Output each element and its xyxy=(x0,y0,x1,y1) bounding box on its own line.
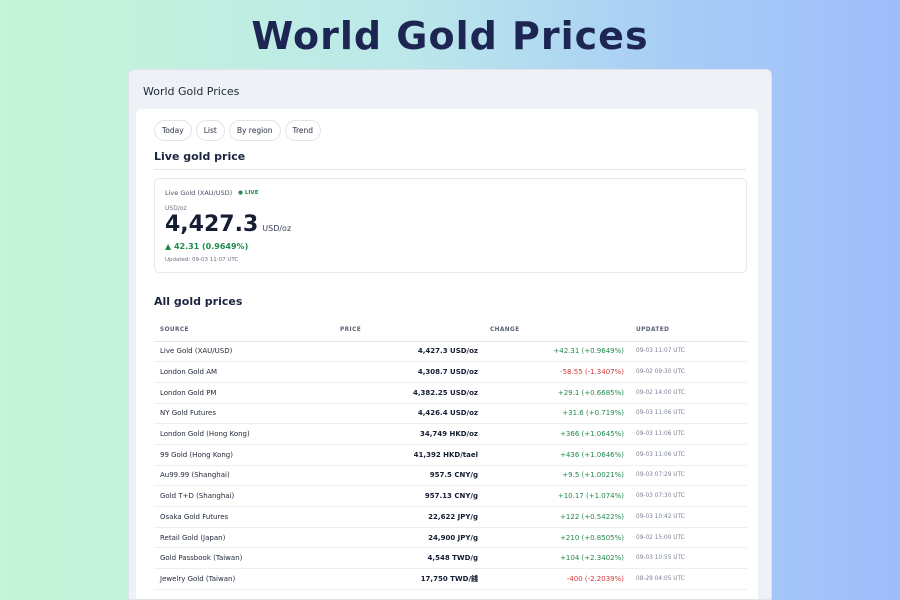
table-row[interactable]: Au99.99 (Shanghai) 957.5 CNY/g +9.5 (+1.00… xyxy=(154,465,747,487)
tab-bar: Today List By region Trend xyxy=(154,120,322,141)
live-price-unit: USD/oz xyxy=(262,224,292,233)
live-updated: Updated: 09-03 11:07 UTC xyxy=(165,257,239,263)
live-section-title: Live gold price xyxy=(154,150,246,163)
table-row[interactable]: London Gold (Hong Kong) 34,749 HKD/oz +366… xyxy=(154,423,747,445)
row-price: 24,900 JPY/g xyxy=(334,527,484,549)
live-price: 4,427.3 USD/oz xyxy=(165,212,291,237)
app-window: World Gold Prices Today List By region T… xyxy=(128,69,772,600)
prices-table: SOURCE PRICE CHANGE UPDATED Live Gold (X… xyxy=(154,320,747,590)
tab-trend[interactable]: Trend xyxy=(284,120,322,141)
row-change: +31.6 (+0.719%) xyxy=(484,403,630,425)
table-row[interactable]: Osaka Gold Futures 22,622 JPY/g +122 (+0.5… xyxy=(154,506,747,528)
live-section-divider xyxy=(154,169,746,170)
row-change: +436 (+1.0646%) xyxy=(484,444,630,466)
row-price: 22,622 JPY/g xyxy=(334,506,484,528)
table-row[interactable]: Retail Gold (Japan) 24,900 JPY/g +210 (+0.… xyxy=(154,527,747,549)
row-change: +29.1 (+0.6685%) xyxy=(484,382,630,404)
column-header-price[interactable]: PRICE xyxy=(334,320,484,342)
row-change: +122 (+0.5422%) xyxy=(484,506,630,528)
row-price: 957.5 CNY/g xyxy=(334,465,484,487)
table-row[interactable]: NY Gold Futures 4,426.4 USD/oz +31.6 (+0.7… xyxy=(154,403,747,425)
row-updated: 09-03 10:42 UTC xyxy=(630,506,747,528)
row-source: Au99.99 (Shanghai) xyxy=(154,465,334,487)
tab-today[interactable]: Today xyxy=(154,120,192,141)
main-panel: Today List By region Trend Live gold pri… xyxy=(136,109,758,599)
row-change: +42.31 (+0.9649%) xyxy=(484,341,630,363)
row-source: 99 Gold (Hong Kong) xyxy=(154,444,334,466)
table-row[interactable]: 99 Gold (Hong Kong) 41,392 HKD/tael +436 (… xyxy=(154,444,747,466)
row-updated: 08-29 04:05 UTC xyxy=(630,568,747,590)
table-row[interactable]: Gold T+D (Shanghai) 957.13 CNY/g +10.17 (+… xyxy=(154,485,747,507)
row-price: 4,382.25 USD/oz xyxy=(334,382,484,404)
row-change: -58.55 (-1.3407%) xyxy=(484,361,630,383)
row-updated: 09-02 09:30 UTC xyxy=(630,361,747,383)
column-header-change[interactable]: CHANGE xyxy=(484,320,630,342)
tab-by-region[interactable]: By region xyxy=(228,120,281,141)
live-change: ▲ 42.31 (0.9649%) xyxy=(165,242,249,251)
row-price: 41,392 HKD/tael xyxy=(334,444,484,466)
row-updated: 09-03 10:55 UTC xyxy=(630,547,747,570)
row-source: Gold Passbook (Taiwan) xyxy=(154,547,334,570)
row-updated: 09-03 11:06 UTC xyxy=(630,444,747,466)
hero-title: World Gold Prices xyxy=(251,14,649,58)
all-prices-section-title: All gold prices xyxy=(154,295,243,308)
row-updated: 09-03 11:06 UTC xyxy=(630,403,747,425)
row-updated: 09-02 14:00 UTC xyxy=(630,382,747,404)
table-row[interactable]: London Gold PM 4,382.25 USD/oz +29.1 (+0.6… xyxy=(154,382,747,404)
table-row[interactable]: London Gold AM 4,308.7 USD/oz -58.55 (-1.3… xyxy=(154,361,747,383)
live-price-value: 4,427.3 xyxy=(165,212,259,237)
row-change: +210 (+0.8505%) xyxy=(484,527,630,549)
row-updated: 09-03 07:30 UTC xyxy=(630,485,747,507)
row-source: London Gold PM xyxy=(154,382,334,404)
row-source: Gold T+D (Shanghai) xyxy=(154,485,334,507)
row-price: 957.13 CNY/g xyxy=(334,485,484,507)
live-card-header: Live Gold (XAU/USD) ● LIVE xyxy=(165,189,258,197)
row-source: London Gold (Hong Kong) xyxy=(154,423,334,445)
row-updated: 09-03 07:29 UTC xyxy=(630,465,747,487)
row-price: 4,427.3 USD/oz xyxy=(334,341,484,363)
column-header-source[interactable]: SOURCE xyxy=(154,320,334,342)
live-instrument-name: Live Gold (XAU/USD) xyxy=(165,189,233,197)
row-price: 4,426.4 USD/oz xyxy=(334,403,484,425)
row-change: -400 (-2.2039%) xyxy=(484,568,630,590)
row-price: 17,750 TWD/錢 xyxy=(334,568,484,590)
tab-list[interactable]: List xyxy=(195,120,225,141)
table-body: Live Gold (XAU/USD) 4,427.3 USD/oz +42.31 … xyxy=(154,341,747,590)
row-source: Live Gold (XAU/USD) xyxy=(154,341,334,363)
row-change: +10.17 (+1.074%) xyxy=(484,485,630,507)
row-price: 4,548 TWD/g xyxy=(334,547,484,570)
row-price: 4,308.7 USD/oz xyxy=(334,361,484,383)
row-updated: 09-03 11:07 UTC xyxy=(630,341,747,363)
window-title: World Gold Prices xyxy=(143,85,240,98)
live-badge: ● LIVE xyxy=(238,190,259,196)
row-source: Osaka Gold Futures xyxy=(154,506,334,528)
table-header-row: SOURCE PRICE CHANGE UPDATED xyxy=(154,320,747,342)
table-row[interactable]: Jewelry Gold (Taiwan) 17,750 TWD/錢 -400 (-… xyxy=(154,568,747,590)
row-change: +9.5 (+1.0021%) xyxy=(484,465,630,487)
row-price: 34,749 HKD/oz xyxy=(334,423,484,445)
column-header-updated[interactable]: UPDATED xyxy=(630,320,747,342)
row-updated: 09-03 11:06 UTC xyxy=(630,423,747,445)
table-row[interactable]: Gold Passbook (Taiwan) 4,548 TWD/g +104 (+… xyxy=(154,547,747,570)
row-source: Retail Gold (Japan) xyxy=(154,527,334,549)
row-source: NY Gold Futures xyxy=(154,403,334,425)
live-unit-caption: USD/oz xyxy=(165,205,187,212)
table-row[interactable]: Live Gold (XAU/USD) 4,427.3 USD/oz +42.31 … xyxy=(154,341,747,363)
row-change: +366 (+1.0645%) xyxy=(484,423,630,445)
row-source: Jewelry Gold (Taiwan) xyxy=(154,568,334,590)
live-price-card: Live Gold (XAU/USD) ● LIVE USD/oz 4,427.… xyxy=(154,178,747,273)
row-source: London Gold AM xyxy=(154,361,334,383)
row-updated: 09-02 15:00 UTC xyxy=(630,527,747,549)
row-change: +104 (+2.3402%) xyxy=(484,547,630,570)
